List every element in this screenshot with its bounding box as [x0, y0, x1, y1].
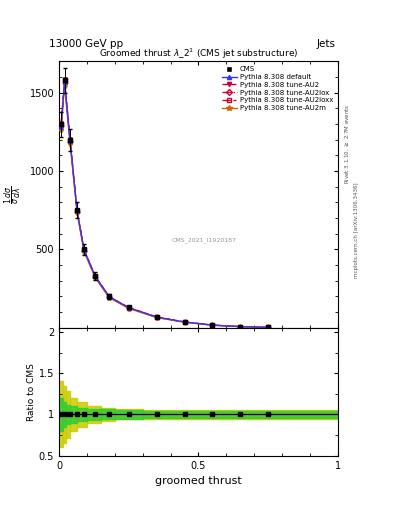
X-axis label: groomed thrust: groomed thrust — [155, 476, 242, 486]
Text: mcplots.cern.ch [arXiv:1306.3436]: mcplots.cern.ch [arXiv:1306.3436] — [354, 183, 359, 278]
Text: CMS_2021_I1920187: CMS_2021_I1920187 — [172, 237, 237, 243]
Title: Groomed thrust $\lambda\_2^1$ (CMS jet substructure): Groomed thrust $\lambda\_2^1$ (CMS jet s… — [99, 47, 298, 61]
Legend: CMS, Pythia 8.308 default, Pythia 8.308 tune-AU2, Pythia 8.308 tune-AU2lox, Pyth: CMS, Pythia 8.308 default, Pythia 8.308 … — [220, 65, 334, 112]
Y-axis label: Ratio to CMS: Ratio to CMS — [27, 363, 36, 421]
Y-axis label: $\frac{1}{\sigma}\frac{d\sigma}{d\lambda}$: $\frac{1}{\sigma}\frac{d\sigma}{d\lambda… — [2, 185, 24, 204]
Text: Jets: Jets — [317, 38, 336, 49]
Text: Rivet 3.1.10, $\geq$ 2.7M events: Rivet 3.1.10, $\geq$ 2.7M events — [344, 103, 351, 184]
Text: 13000 GeV pp: 13000 GeV pp — [50, 38, 123, 49]
